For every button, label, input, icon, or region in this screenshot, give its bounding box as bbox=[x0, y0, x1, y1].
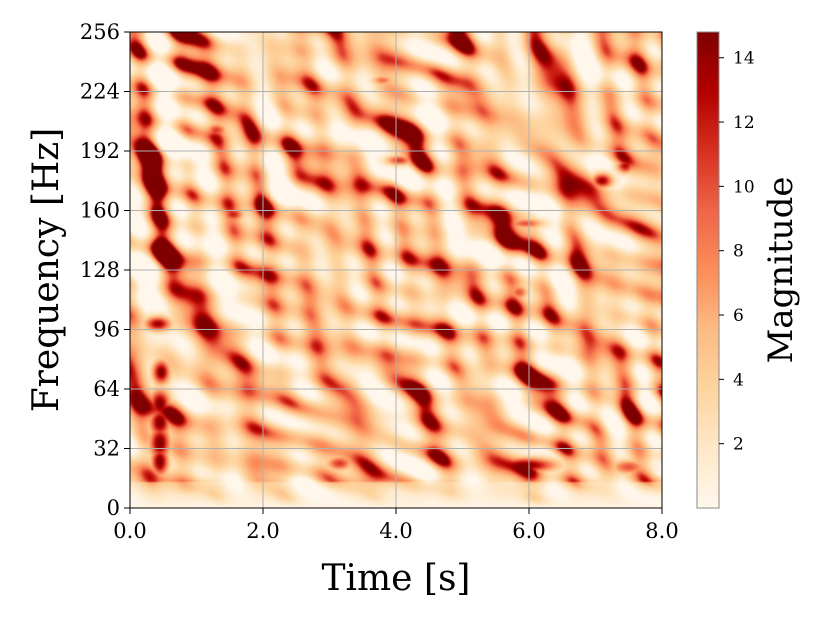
y-tick-label: 224 bbox=[80, 80, 120, 104]
y-tick-label: 64 bbox=[93, 377, 120, 401]
colorbar-tick-label: 12 bbox=[733, 113, 755, 133]
x-tick-label: 2.0 bbox=[246, 519, 279, 543]
x-tick-label: 6.0 bbox=[512, 519, 545, 543]
colorbar-tick-label: 2 bbox=[733, 435, 744, 455]
colorbar-tick-label: 10 bbox=[733, 177, 755, 197]
grid-lines bbox=[130, 32, 662, 508]
y-tick-label: 0 bbox=[107, 496, 120, 520]
colorbar-tick-label: 6 bbox=[733, 306, 744, 326]
colorbar-label: Magnitude bbox=[761, 176, 801, 363]
x-tick-label: 8.0 bbox=[645, 519, 678, 543]
x-tick-label: 0.0 bbox=[113, 519, 146, 543]
y-tick-label: 160 bbox=[80, 199, 120, 223]
colorbar-ticks: 2 4 6 8 10 12 14 bbox=[719, 49, 755, 455]
colorbar-fill bbox=[696, 31, 720, 509]
x-axis-label: Time [s] bbox=[322, 558, 471, 599]
colorbar-tick-label: 4 bbox=[733, 370, 744, 390]
y-tick-label: 256 bbox=[80, 20, 120, 44]
colorbar-tick-label: 14 bbox=[733, 49, 755, 69]
y-tick-label: 96 bbox=[93, 318, 120, 342]
y-tick-label: 32 bbox=[93, 437, 120, 461]
y-tick-label: 192 bbox=[80, 139, 120, 163]
colorbar-tick-label: 8 bbox=[733, 242, 744, 262]
y-axis-label: Frequency [Hz] bbox=[26, 128, 67, 413]
plot-area: 0.0 2.0 4.0 6.0 8.0 0 32 64 96 128 160 192 224 256 bbox=[80, 20, 679, 543]
x-axis-ticks: 0.0 2.0 4.0 6.0 8.0 bbox=[113, 508, 679, 543]
x-tick-label: 4.0 bbox=[379, 519, 412, 543]
colorbar: 2 4 6 8 10 12 14 Magnitude bbox=[696, 31, 801, 509]
y-tick-label: 128 bbox=[80, 258, 120, 282]
y-axis-ticks: 0 32 64 96 128 160 192 224 256 bbox=[80, 20, 130, 520]
